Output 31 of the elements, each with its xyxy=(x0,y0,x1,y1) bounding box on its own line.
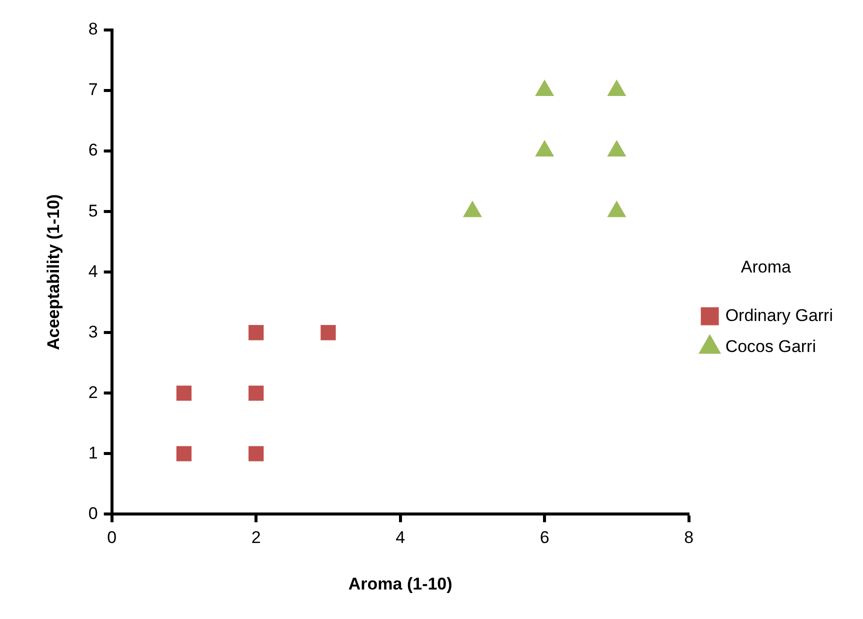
legend-label: Ordinary Garri xyxy=(725,306,833,325)
point xyxy=(608,140,626,157)
point xyxy=(248,386,264,401)
legend-label: Cocos Garri xyxy=(725,336,816,356)
point xyxy=(463,201,482,218)
legend-title: Aroma xyxy=(740,257,792,276)
x-tick-label: 0 xyxy=(107,528,117,548)
y-tick-label: 1 xyxy=(88,443,98,462)
point xyxy=(248,325,264,340)
y-tick-label: 8 xyxy=(88,20,98,39)
x-tick-label: 8 xyxy=(684,528,694,548)
y-tick-label: 0 xyxy=(88,504,98,523)
y-tick-label: 6 xyxy=(88,140,98,160)
point xyxy=(320,325,336,340)
y-axis-title: Aceeptability (1-10) xyxy=(44,194,63,350)
point xyxy=(176,446,192,462)
y-tick-label: 3 xyxy=(88,322,98,342)
y-tick-label: 4 xyxy=(88,262,98,281)
y-tick-label: 5 xyxy=(88,201,98,220)
x-tick-label: 2 xyxy=(251,528,261,548)
point xyxy=(535,140,554,157)
x-axis-title: Aroma (1-10) xyxy=(348,574,452,594)
point xyxy=(608,80,626,96)
point xyxy=(608,201,626,218)
x-tick-label: 4 xyxy=(396,528,406,548)
y-tick-label: 7 xyxy=(88,80,98,100)
point xyxy=(535,80,554,96)
x-tick-label: 6 xyxy=(540,528,550,548)
point xyxy=(248,446,264,462)
y-tick-label: 2 xyxy=(88,382,98,402)
point xyxy=(176,386,192,401)
